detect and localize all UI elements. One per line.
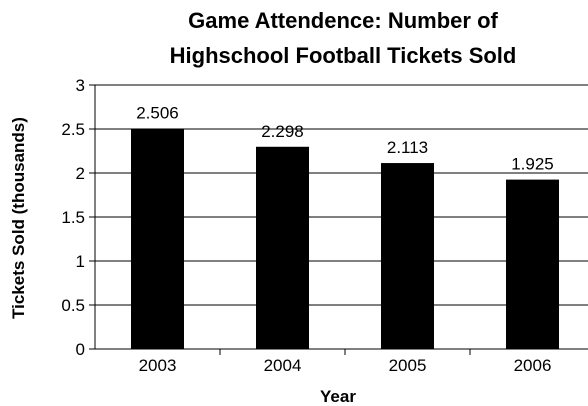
- x-tick-label: 2003: [139, 356, 177, 375]
- data-label: 2.298: [261, 122, 304, 141]
- x-tick-label: 2006: [514, 356, 552, 375]
- y-tick-label: 1.5: [61, 208, 85, 227]
- y-tick-label: 3: [76, 76, 85, 95]
- x-tick-label: 2004: [264, 356, 302, 375]
- chart-title-line2: Highschool Football Tickets Sold: [170, 43, 517, 68]
- bars: [131, 128, 559, 349]
- x-tick-label: 2005: [389, 356, 427, 375]
- chart-title-line1: Game Attendence: Number of: [188, 8, 498, 33]
- y-tick-label: 0.5: [61, 296, 85, 315]
- y-axis-title: Tickets Sold (thousands): [9, 117, 28, 319]
- labels: 0 0.5 1 1.5 2 2.5 3 2.506 2003 2.298 2004 2.113 2005…: [61, 76, 553, 375]
- y-tick-label: 0: [76, 340, 85, 359]
- bar: [381, 163, 434, 349]
- axes: [89, 84, 588, 355]
- y-tick-label: 1: [76, 252, 85, 271]
- y-tick-label: 2: [76, 164, 85, 183]
- bar: [256, 146, 309, 349]
- bar: [131, 128, 184, 349]
- bar: [506, 179, 559, 349]
- data-label: 2.506: [136, 103, 179, 122]
- data-label: 2.113: [387, 138, 428, 157]
- y-tick-label: 2.5: [61, 120, 85, 139]
- data-label: 1.925: [511, 155, 554, 174]
- x-axis-title: Year: [320, 387, 356, 406]
